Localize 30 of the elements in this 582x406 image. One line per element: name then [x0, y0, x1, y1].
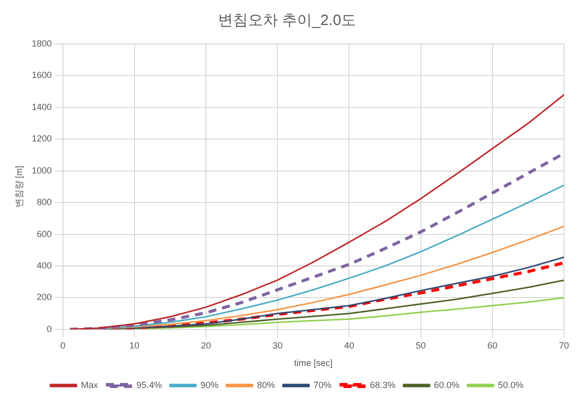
y-tick-label: 800: [36, 197, 52, 208]
y-tick-label: 1400: [32, 102, 52, 112]
y-axis-title: 변침량 [m]: [14, 166, 24, 208]
legend-label: 70%: [313, 380, 332, 390]
y-tick-label: 200: [36, 292, 52, 302]
legend-label: 95.4%: [136, 380, 162, 390]
y-tick-label: 400: [36, 260, 52, 270]
y-tick-label: 600: [36, 228, 52, 239]
legend-label: 68.3%: [370, 380, 396, 390]
legend-label: 50.0%: [498, 380, 524, 390]
x-tick-label: 10: [129, 340, 140, 350]
y-tick-label: 1200: [32, 134, 52, 144]
chart-title: 변침오차 추이_2.0도: [218, 12, 356, 30]
line-series: [68, 152, 564, 330]
x-tick-label: 0: [60, 340, 66, 350]
legend-label: 90%: [200, 380, 218, 390]
legend-label: Max: [80, 380, 98, 390]
x-tick-label: 20: [201, 340, 212, 350]
x-tick-label: 40: [344, 340, 354, 350]
x-axis-title: time [sec]: [294, 358, 333, 368]
x-tick-label: 70: [558, 340, 570, 350]
y-tick-label: 1800: [32, 38, 52, 48]
x-tick-label: 50: [416, 340, 426, 350]
y-tick-label: 1600: [32, 70, 52, 80]
x-tick-label: 30: [272, 340, 283, 350]
legend-label: 60.0%: [434, 380, 460, 390]
y-tick-label: 0: [46, 324, 52, 334]
x-tick-label: 60: [487, 340, 498, 350]
legend-label: 80%: [256, 380, 275, 390]
y-tick-label: 1000: [32, 165, 52, 176]
